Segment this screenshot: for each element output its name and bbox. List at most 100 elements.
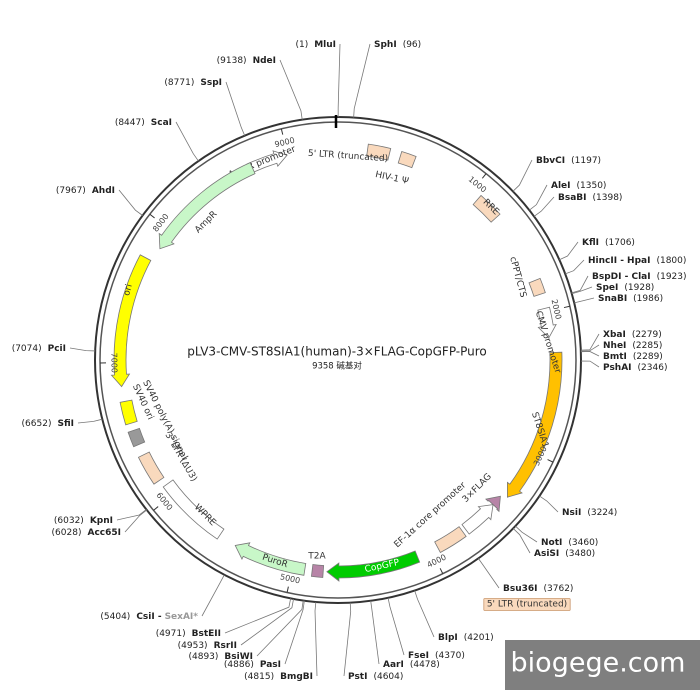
feature: [310, 564, 325, 578]
site-leader: [224, 598, 292, 634]
site-position: (1706): [605, 238, 635, 248]
site-position: (6032): [54, 516, 84, 526]
site-label: XbaI (2279): [603, 330, 662, 340]
site-position: (1928): [624, 283, 654, 293]
feature-label: HIV-1 Ψ: [374, 170, 409, 187]
site-label: PshAI (2346): [603, 363, 667, 373]
site-label: AleI (1350): [551, 181, 606, 191]
feature-label: ori: [122, 283, 135, 297]
site-name: SfiI: [57, 419, 74, 429]
site-leader: [337, 43, 341, 118]
site-position: (3480): [565, 549, 595, 559]
site-position: (1800): [656, 256, 686, 266]
site-label: (6028) Acc65I: [52, 528, 121, 538]
site-name: PshAI: [603, 363, 632, 373]
site-name: NotI: [541, 538, 562, 548]
site-position: (1350): [577, 181, 607, 191]
feature: [110, 254, 152, 388]
feature: [326, 550, 421, 582]
site-position: (4893): [188, 652, 218, 662]
site-position: (3460): [568, 538, 598, 548]
site-label: BsaBI (1398): [558, 193, 622, 203]
scale-tick: [286, 586, 289, 593]
site-leader: [201, 574, 225, 617]
site-label: (7074) PciI: [12, 344, 66, 354]
site-label: (4886) PasI: [224, 660, 281, 670]
feature: [461, 504, 494, 535]
site-label: (1) MluI: [295, 40, 336, 50]
site-label: (4815) BmgBI: [244, 672, 313, 682]
feature-label: AmpR: [193, 209, 219, 235]
site-leader: [539, 495, 559, 513]
site-name: AarI: [383, 660, 404, 670]
site-position: (6652): [22, 419, 52, 429]
site-label: KflI (1706): [582, 238, 635, 248]
site-name: BsiWI: [224, 652, 253, 662]
site-leader: [571, 275, 589, 294]
scale-label: 7000: [109, 353, 118, 373]
feature: [434, 526, 467, 554]
site-leader: [314, 601, 318, 677]
scale-tick: [563, 305, 570, 309]
feature: [246, 150, 288, 174]
site-name: BstEII: [192, 629, 221, 639]
site-leader: [116, 509, 147, 521]
site-label: (6032) KpnI: [54, 516, 113, 526]
plasmid-length: 9358 碱基对: [312, 361, 362, 372]
site-position: (4478): [410, 660, 440, 670]
site-label: (7967) AhdI: [56, 186, 115, 196]
site-position: (1): [295, 40, 308, 50]
site-position: (2346): [638, 363, 668, 373]
scale-label: 4000: [426, 553, 448, 570]
site-position: (4886): [224, 660, 254, 670]
site-position: (3762): [544, 584, 574, 594]
site-label: SpeI (1928): [596, 283, 654, 293]
scale-tick: [481, 173, 487, 179]
site-leader: [580, 333, 600, 351]
site-name: RsrII: [214, 641, 237, 651]
site-leader: [478, 558, 500, 589]
feature: [234, 542, 307, 576]
site-position: (1923): [657, 272, 687, 282]
site-label: SnaBI (1986): [598, 294, 663, 304]
site-leader: [77, 418, 103, 424]
scale-label: 5000: [279, 572, 301, 585]
site-label: (4971) BstEII: [156, 629, 221, 639]
site-name: FseI: [408, 651, 429, 661]
site-position: (6028): [52, 528, 82, 538]
feature: [158, 162, 256, 250]
site-leader: [512, 528, 531, 554]
site-name: PstI: [348, 672, 367, 682]
feature: [119, 399, 138, 426]
site-name: KpnI: [90, 516, 113, 526]
site-leader: [580, 360, 600, 368]
feature: [537, 306, 557, 339]
feature: [472, 194, 501, 223]
site-position: (1986): [633, 294, 663, 304]
scale-tick: [149, 213, 155, 219]
site-position: (7074): [12, 344, 42, 354]
site-label: BlpI (4201): [438, 633, 494, 643]
site-position: (5404): [100, 612, 130, 622]
feature-label-box: [483, 598, 571, 611]
site-leader: [175, 121, 199, 162]
site-name: NheI: [603, 341, 626, 351]
site-label: AarI (4478): [383, 660, 440, 670]
site-leader: [124, 509, 148, 533]
site-label: HincII - HpaI (1800): [588, 256, 686, 266]
site-label: (5404) CsiI - SexAI*: [100, 612, 198, 622]
site-leader: [529, 184, 548, 211]
site-leader: [559, 241, 579, 261]
site-name: MluI: [314, 40, 336, 50]
feature-label: 5' LTR (truncated): [487, 600, 567, 610]
site-label: (6652) SfiI: [22, 419, 74, 429]
site-label: (4893) BsiWI: [188, 652, 253, 662]
site-name: SnaBI: [598, 294, 627, 304]
site-name: BlpI: [438, 633, 458, 643]
plasmid-title: pLV3-CMV-ST8SIA1(human)-3×FLAG-CopGFP-Pu…: [187, 345, 487, 359]
site-label: (9138) NdeI: [217, 56, 276, 66]
site-name: XbaI: [603, 330, 626, 340]
site-position: (4971): [156, 629, 186, 639]
site-position: (7967): [56, 186, 86, 196]
